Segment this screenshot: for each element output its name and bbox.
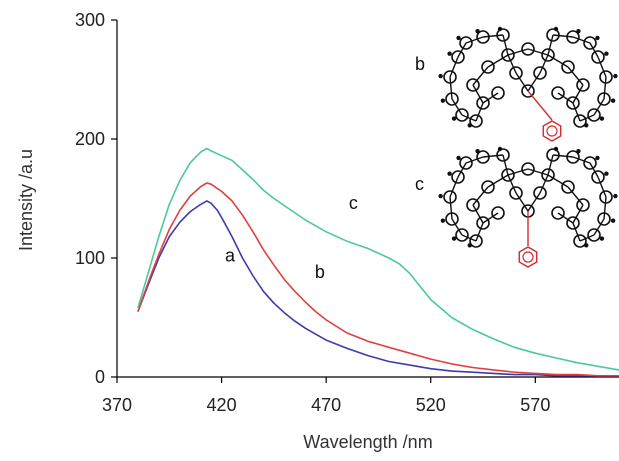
series-line-c — [137, 147, 619, 371]
y-tick-label: 200 — [75, 129, 105, 149]
curve-label-b: b — [315, 262, 325, 282]
x-axis-label: Wavelength /nm — [303, 432, 432, 452]
x-tick-label: 470 — [311, 395, 341, 415]
inset-label-c: c — [415, 174, 424, 194]
x-tick-label: 520 — [416, 395, 446, 415]
y-axis-label: Intensity /a.u — [16, 149, 36, 251]
curve-label-c: c — [349, 193, 358, 213]
curve-annotations: a b c — [225, 193, 358, 282]
inset-label-b: b — [415, 54, 425, 74]
y-tick-label: 0 — [95, 367, 105, 387]
series-line-a — [137, 200, 619, 377]
axis-ticks: 370 420 470 520 570 0 100 200 300 — [75, 10, 550, 415]
curve-label-a: a — [225, 246, 236, 266]
series-line-b — [137, 182, 619, 377]
x-tick-label: 420 — [207, 395, 237, 415]
x-tick-label: 570 — [520, 395, 550, 415]
dendrimer-structure-b-icon — [438, 26, 618, 142]
series-lines — [137, 147, 619, 377]
x-tick-label: 370 — [102, 395, 132, 415]
dendrimer-structure-c-icon — [438, 146, 618, 268]
y-tick-label: 100 — [75, 248, 105, 268]
y-tick-label: 300 — [75, 10, 105, 30]
